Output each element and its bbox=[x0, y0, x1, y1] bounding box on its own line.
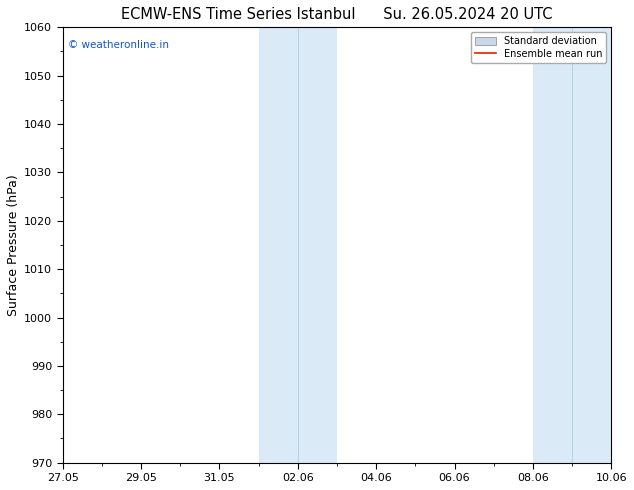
Bar bbox=[298, 27, 337, 463]
Bar bbox=[572, 27, 611, 463]
Text: © weatheronline.in: © weatheronline.in bbox=[68, 40, 169, 50]
Y-axis label: Surface Pressure (hPa): Surface Pressure (hPa) bbox=[7, 174, 20, 316]
Bar bbox=[533, 27, 572, 463]
Legend: Standard deviation, Ensemble mean run: Standard deviation, Ensemble mean run bbox=[471, 32, 606, 63]
Title: ECMW-ENS Time Series Istanbul      Su. 26.05.2024 20 UTC: ECMW-ENS Time Series Istanbul Su. 26.05.… bbox=[121, 7, 553, 22]
Bar bbox=[259, 27, 298, 463]
